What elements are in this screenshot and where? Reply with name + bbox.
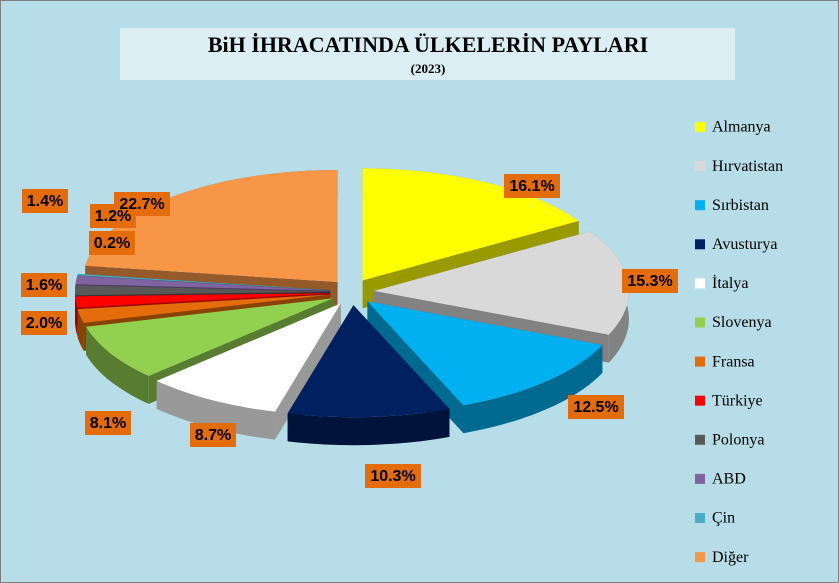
legend-label: İtalya <box>712 274 748 292</box>
legend-marker <box>695 239 705 250</box>
chart-subtitle: (2023) <box>411 61 446 76</box>
data-label-box <box>114 192 170 216</box>
data-label: 22.7% <box>119 196 164 213</box>
data-label: 1.4% <box>27 193 63 210</box>
data-label: 2.0% <box>26 315 62 332</box>
legend-marker <box>695 317 705 328</box>
legend-label: Çin <box>712 510 735 527</box>
slice <box>86 298 333 376</box>
legend-label: Hırvatistan <box>712 158 783 175</box>
data-label-box <box>568 395 624 419</box>
data-label: 8.7% <box>195 427 231 444</box>
data-label-box <box>365 464 421 488</box>
legend-marker <box>695 395 705 406</box>
title-box <box>120 28 735 80</box>
data-label-box <box>190 423 236 447</box>
data-label-box <box>21 311 67 335</box>
slice <box>85 170 338 282</box>
slice <box>373 231 629 335</box>
slice <box>77 273 331 291</box>
legend-label: ABD <box>712 471 746 488</box>
slice <box>367 301 603 406</box>
data-label: 0.2% <box>94 235 130 252</box>
legend-label: Fransa <box>712 353 755 370</box>
data-label: 1.2% <box>95 208 131 225</box>
chart-title: BiH İHRACATINDA ÜLKELERİN PAYLARI <box>208 32 648 57</box>
data-label-box <box>85 411 131 435</box>
data-label: 8.1% <box>90 415 126 432</box>
legend-marker <box>695 552 705 563</box>
slice-outer-face <box>463 345 603 434</box>
data-label-box <box>21 273 67 297</box>
slice-outer-face <box>75 296 78 336</box>
data-label: 1.6% <box>26 277 62 294</box>
data-label: 15.3% <box>627 273 672 290</box>
slice <box>156 303 341 412</box>
legend-marker <box>695 200 705 211</box>
legend-label: Slovenya <box>712 314 772 331</box>
legend-label: Almanya <box>712 119 771 136</box>
legend-label: Avusturya <box>712 236 777 253</box>
data-label-box <box>22 189 68 213</box>
legend-label: Sırbistan <box>712 197 769 214</box>
slice <box>287 305 450 418</box>
data-label-box <box>622 269 678 293</box>
legend-label: Türkiye <box>712 392 763 409</box>
slice-outer-face <box>287 408 450 446</box>
data-label-box <box>89 231 135 255</box>
data-label: 12.5% <box>573 399 618 416</box>
legend-marker <box>695 513 705 523</box>
legend-label: Diğer <box>712 549 749 566</box>
legend-marker <box>695 434 705 445</box>
slice <box>75 293 331 308</box>
slice-outer-face <box>86 326 149 404</box>
slice <box>75 285 330 296</box>
legend-marker <box>695 356 705 367</box>
legend-marker <box>695 161 705 172</box>
slice <box>75 275 331 291</box>
legend-marker <box>695 122 705 132</box>
data-label-box <box>504 174 560 198</box>
legend-marker <box>695 278 705 289</box>
data-label: 16.1% <box>509 178 554 195</box>
slice <box>77 294 331 323</box>
slice-outer-face <box>77 309 84 351</box>
data-label: 10.3% <box>370 468 415 485</box>
slice-outer-face <box>156 380 276 440</box>
legend-label: Polonya <box>712 431 764 448</box>
legend-marker <box>695 473 705 484</box>
